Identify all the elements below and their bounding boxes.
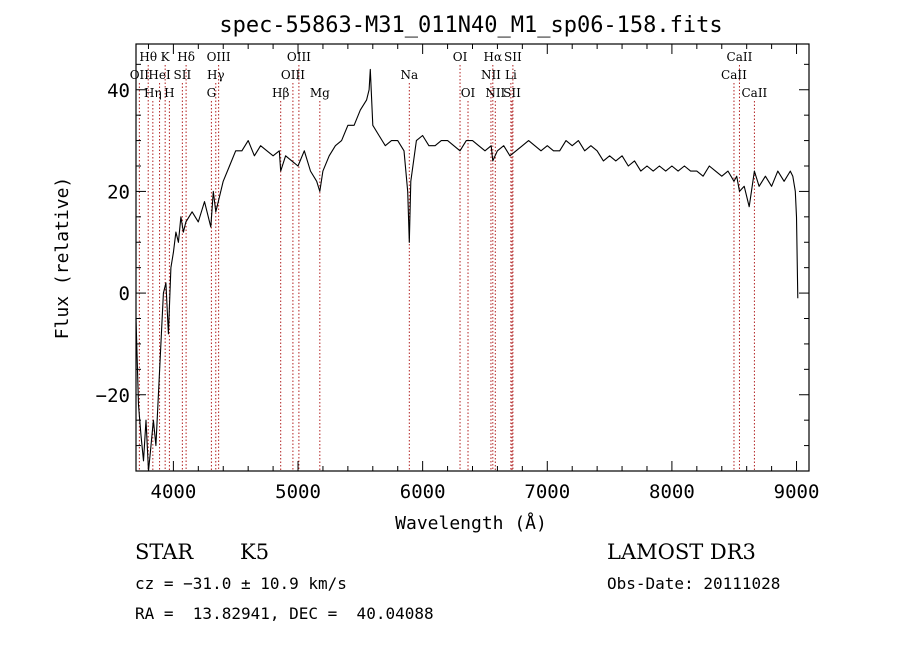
spectrum-line [135, 68, 799, 472]
spectral-line-label: Hδ [177, 50, 195, 64]
spectral-line-label: G [207, 86, 217, 100]
spectral-line-label: Na [400, 68, 418, 82]
coordinates: RA = 13.82941, DEC = 40.04088 [135, 604, 434, 623]
survey-name: LAMOST DR3 [607, 540, 756, 564]
spectral-line-label: CaII [727, 50, 753, 64]
spectral-line-label: Hη [144, 86, 162, 100]
spectral-line-label: OIII [287, 50, 311, 64]
spectral-line-label: SII [174, 68, 192, 82]
x-tick-label: 5000 [275, 481, 321, 503]
spectral-line-markers [138, 65, 755, 471]
spectral-line-label: Li [505, 68, 517, 82]
spectral-line-label: H [164, 86, 174, 100]
x-axis-ticks: 4000 5000 6000 7000 8000 9000 [147, 44, 820, 503]
x-tick-label: 6000 [400, 481, 446, 503]
x-tick-label: 7000 [524, 481, 570, 503]
y-tick-label: 20 [107, 181, 130, 203]
spectral-line-label: NII [485, 86, 505, 100]
spectral-line-label: HeI [148, 68, 171, 82]
spectral-line-label: NII [481, 68, 501, 82]
spectral-line-label: OII [130, 68, 150, 82]
chart-title: spec-55863-M31_011N40_M1_sp06-158.fits [219, 13, 722, 38]
obs-date: Obs-Date: 20111028 [607, 574, 781, 593]
spectral-line-label: Hθ [139, 50, 157, 64]
x-axis-label: Wavelength (Å) [395, 512, 547, 534]
spectral-line-label: OI [453, 50, 468, 64]
spectral-line-label: OIII [281, 68, 305, 82]
spectral-line-label: Hβ [272, 86, 289, 100]
y-axis-ticks: −20 0 20 40 [96, 63, 809, 447]
y-tick-label: 0 [119, 283, 130, 305]
spectral-line-label: Hγ [207, 68, 225, 82]
x-tick-label: 9000 [774, 481, 820, 503]
x-tick-label: 4000 [151, 481, 197, 503]
spectral-line-label: CaII [721, 68, 747, 82]
spectral-line-label: Mg [310, 86, 330, 100]
y-tick-label: −20 [96, 385, 130, 407]
spectral-line-label: Hα [484, 50, 503, 64]
spectral-line-label: CaII [741, 86, 767, 100]
spectral-line-label: K [161, 50, 171, 64]
spectral-line-label: OI [461, 86, 476, 100]
spectral-line-label: SII [504, 50, 522, 64]
subclass: K5 [240, 540, 270, 564]
spectral-line-label: OIII [207, 50, 231, 64]
y-axis-label: Flux (relative) [52, 177, 73, 340]
redshift-value: cz = −31.0 ± 10.9 km/s [135, 574, 347, 593]
y-tick-label: 40 [107, 80, 130, 102]
x-tick-label: 8000 [649, 481, 695, 503]
spectral-line-label: SII [503, 86, 521, 100]
plot-frame [135, 43, 810, 472]
object-type: STAR [135, 540, 194, 564]
